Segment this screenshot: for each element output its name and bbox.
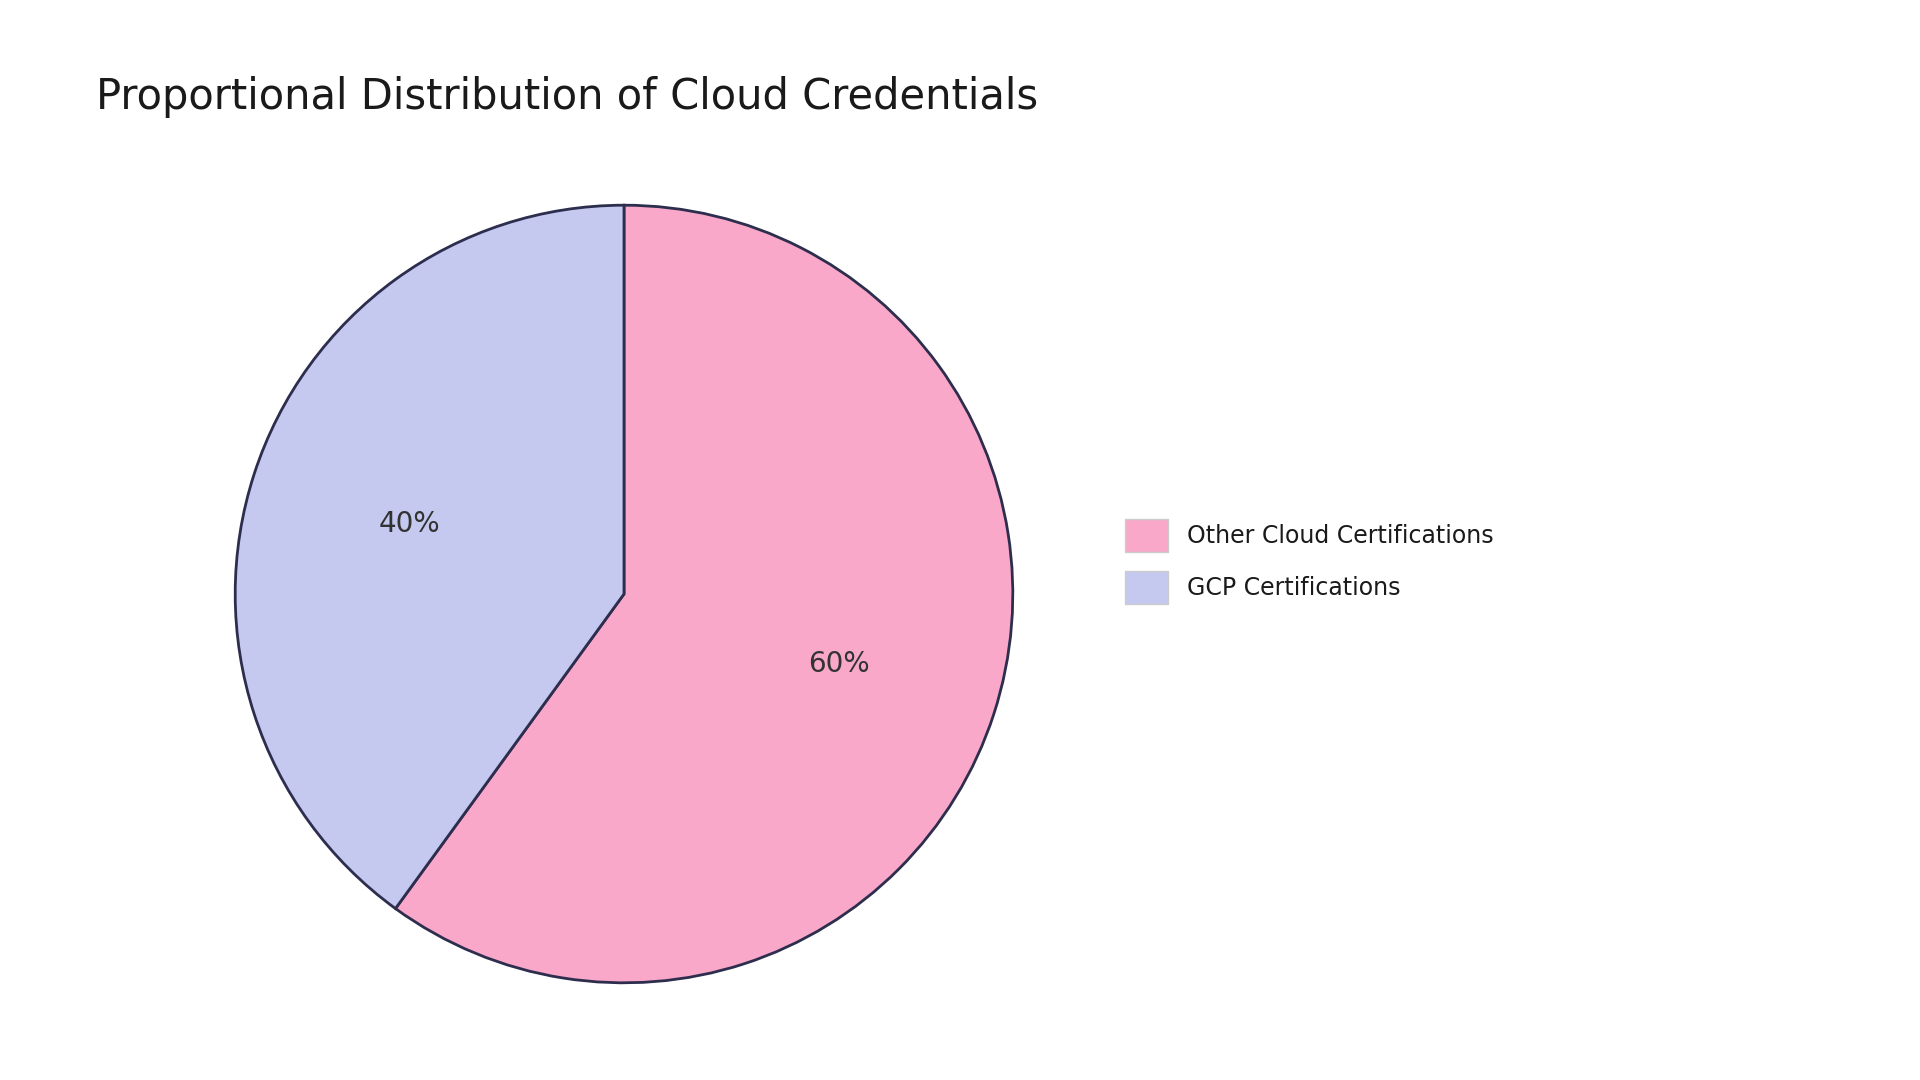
Legend: Other Cloud Certifications, GCP Certifications: Other Cloud Certifications, GCP Certific… bbox=[1125, 518, 1494, 605]
Wedge shape bbox=[236, 205, 624, 908]
Text: Proportional Distribution of Cloud Credentials: Proportional Distribution of Cloud Crede… bbox=[96, 76, 1039, 118]
Wedge shape bbox=[396, 205, 1012, 983]
Text: 40%: 40% bbox=[378, 511, 440, 538]
Text: 60%: 60% bbox=[808, 650, 870, 677]
